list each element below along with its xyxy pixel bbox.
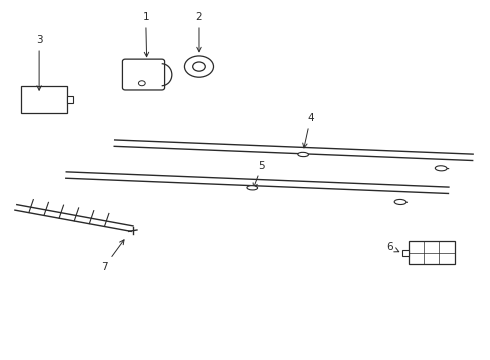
Ellipse shape (298, 152, 309, 157)
Circle shape (184, 56, 214, 77)
FancyBboxPatch shape (409, 241, 455, 264)
Circle shape (193, 62, 205, 71)
Text: 7: 7 (101, 240, 124, 271)
Circle shape (138, 81, 145, 86)
FancyBboxPatch shape (21, 86, 67, 113)
Text: 1: 1 (143, 12, 149, 57)
Ellipse shape (247, 186, 258, 190)
FancyBboxPatch shape (122, 59, 165, 90)
Text: 6: 6 (386, 242, 399, 252)
FancyBboxPatch shape (402, 250, 409, 256)
Text: 3: 3 (36, 35, 43, 90)
FancyBboxPatch shape (67, 95, 73, 103)
Text: 4: 4 (303, 113, 314, 148)
Ellipse shape (394, 199, 406, 204)
Text: 5: 5 (253, 161, 265, 188)
Text: 2: 2 (196, 12, 202, 52)
Ellipse shape (435, 166, 447, 171)
